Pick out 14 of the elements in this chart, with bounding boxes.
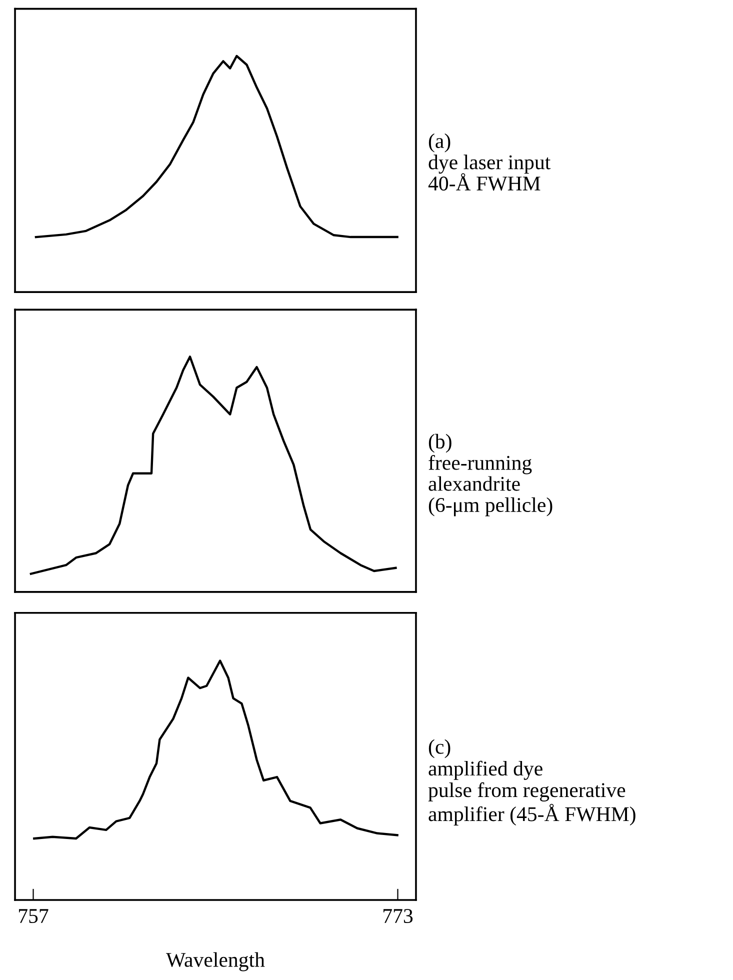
text: (c): [428, 739, 450, 758]
x-tick-label: 757: [19, 909, 48, 924]
text: (b): [428, 434, 452, 453]
text: amplifier (45-Å FWHM): [428, 804, 636, 826]
x-tick-label: 773: [384, 909, 413, 924]
text: amplified dye: [428, 760, 542, 780]
text: 40-Å FWHM: [428, 173, 540, 191]
text: (a): [428, 133, 450, 152]
x-axis-title: Wavelength: [166, 952, 265, 972]
text: free-running: [428, 455, 532, 474]
text: (6-μm pellicle): [428, 497, 552, 516]
text: alexandrite: [428, 476, 520, 491]
text: dye laser input: [428, 154, 551, 174]
text: pulse from regenerative: [428, 782, 626, 802]
